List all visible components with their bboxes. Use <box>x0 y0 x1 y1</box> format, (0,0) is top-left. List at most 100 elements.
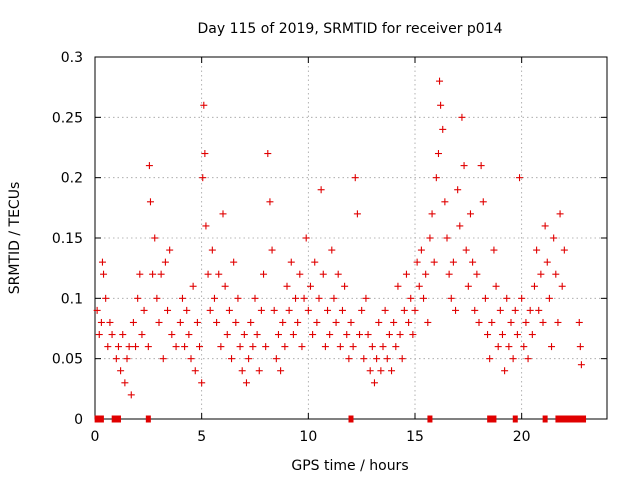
data-point <box>236 343 244 351</box>
data-point <box>223 331 231 339</box>
data-point <box>481 294 489 302</box>
data-point <box>98 258 106 266</box>
data-point <box>550 234 558 242</box>
data-point-zero <box>98 415 104 423</box>
data-point <box>234 294 242 302</box>
data-point <box>164 306 172 314</box>
data-point <box>466 210 474 218</box>
data-point <box>230 258 238 266</box>
gridlines <box>95 57 607 419</box>
data-point <box>298 343 306 351</box>
data-point <box>533 246 541 254</box>
data-point <box>516 174 524 182</box>
data-point <box>272 355 280 363</box>
y-tick-label: 0.3 <box>61 50 83 66</box>
data-point <box>486 355 494 363</box>
data-point <box>441 198 449 206</box>
data-point <box>405 318 413 326</box>
data-point-zero <box>568 415 574 423</box>
series-srmtid <box>93 77 585 399</box>
data-point <box>240 331 248 339</box>
data-point <box>368 343 376 351</box>
data-point <box>292 294 300 302</box>
data-point <box>456 222 464 230</box>
data-point <box>159 355 167 363</box>
data-point <box>208 246 216 254</box>
data-point <box>100 270 108 278</box>
data-point <box>277 367 285 375</box>
y-axis-label: SRMTID / TECUs <box>7 182 23 295</box>
data-point <box>396 331 404 339</box>
data-point <box>151 234 159 242</box>
data-point <box>556 210 564 218</box>
data-point <box>97 318 105 326</box>
data-point <box>535 306 543 314</box>
data-series <box>93 77 587 423</box>
data-point <box>281 343 289 351</box>
data-point <box>219 210 227 218</box>
data-point <box>189 282 197 290</box>
data-point <box>172 343 180 351</box>
data-point <box>202 222 210 230</box>
data-point <box>398 355 406 363</box>
data-point <box>509 355 517 363</box>
data-point <box>127 391 135 399</box>
data-point <box>149 270 157 278</box>
data-point <box>145 162 153 170</box>
data-point-zero <box>572 415 578 423</box>
data-point <box>460 162 468 170</box>
data-point <box>351 174 359 182</box>
data-point <box>140 306 148 314</box>
data-point-zero <box>427 415 433 423</box>
data-point <box>415 282 423 290</box>
data-point-zero <box>563 415 569 423</box>
data-point-zero <box>555 415 561 423</box>
data-point <box>424 318 432 326</box>
data-point <box>420 294 428 302</box>
data-point <box>129 318 137 326</box>
data-point <box>249 343 257 351</box>
y-tick-label: 0.1 <box>61 291 83 307</box>
data-point <box>95 331 103 339</box>
data-point <box>257 306 265 314</box>
data-point-zero <box>115 415 121 423</box>
data-point <box>385 331 393 339</box>
data-point <box>213 318 221 326</box>
data-point <box>201 150 209 158</box>
data-point <box>409 331 417 339</box>
data-point <box>108 331 116 339</box>
data-point-zero <box>559 415 565 423</box>
data-point <box>343 331 351 339</box>
data-point <box>300 294 308 302</box>
data-point <box>221 282 229 290</box>
chart-title: Day 115 of 2019, SRMTID for receiver p01… <box>197 21 502 37</box>
data-point <box>539 318 547 326</box>
data-point <box>200 101 208 109</box>
data-point <box>477 162 485 170</box>
data-point <box>114 343 122 351</box>
data-point-zero <box>348 415 354 423</box>
data-point <box>513 331 521 339</box>
data-point <box>285 306 293 314</box>
data-point <box>328 246 336 254</box>
data-point <box>417 246 425 254</box>
data-point-zero <box>145 415 151 423</box>
data-point <box>138 331 146 339</box>
data-point <box>475 318 483 326</box>
data-point <box>283 282 291 290</box>
data-point <box>168 331 176 339</box>
data-point <box>264 150 272 158</box>
data-point <box>362 294 370 302</box>
data-point <box>545 294 553 302</box>
data-point <box>104 343 112 351</box>
data-point <box>251 294 259 302</box>
data-point <box>447 294 455 302</box>
data-point <box>302 234 310 242</box>
data-point <box>153 294 161 302</box>
data-point <box>119 331 127 339</box>
x-tick-label: 0 <box>91 429 100 445</box>
data-point <box>449 258 457 266</box>
data-point <box>377 367 385 375</box>
data-point <box>123 355 131 363</box>
data-point <box>366 367 374 375</box>
